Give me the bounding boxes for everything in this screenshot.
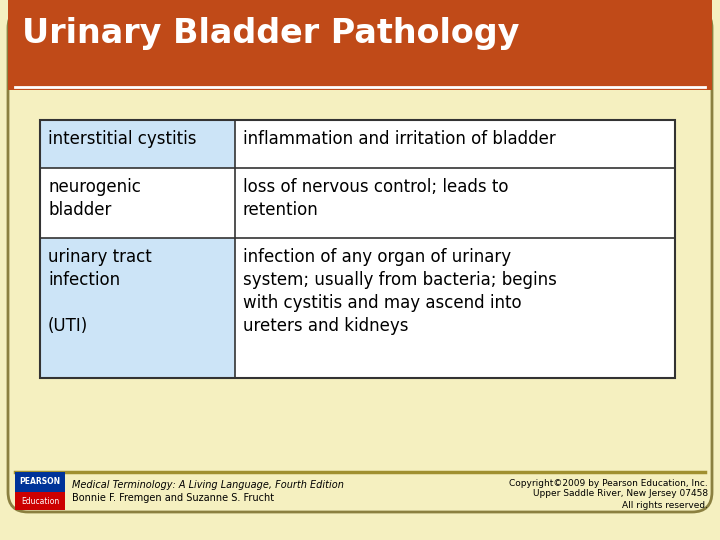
Bar: [40, 120, 235, 168]
FancyBboxPatch shape: [8, 8, 712, 512]
FancyBboxPatch shape: [8, 0, 712, 90]
Bar: [8, 65, 712, 90]
Text: Copyright©2009 by Pearson Education, Inc.: Copyright©2009 by Pearson Education, Inc…: [509, 478, 708, 488]
Text: infection of any organ of urinary
system; usually from bacteria; begins
with cys: infection of any organ of urinary system…: [243, 248, 557, 335]
Text: Medical Terminology: A Living Language, Fourth Edition: Medical Terminology: A Living Language, …: [72, 480, 344, 490]
Text: Urinary Bladder Pathology: Urinary Bladder Pathology: [22, 17, 519, 50]
Bar: [235, 120, 675, 168]
Bar: [235, 168, 675, 238]
Text: neurogenic
bladder: neurogenic bladder: [48, 178, 141, 219]
Text: Education: Education: [21, 496, 59, 505]
Text: All rights reserved.: All rights reserved.: [622, 501, 708, 510]
Text: loss of nervous control; leads to
retention: loss of nervous control; leads to retent…: [243, 178, 508, 219]
Text: Upper Saddle River, New Jersey 07458: Upper Saddle River, New Jersey 07458: [533, 489, 708, 498]
Text: interstitial cystitis: interstitial cystitis: [48, 130, 197, 148]
Bar: [15, 472, 65, 492]
Text: inflammation and irritation of bladder: inflammation and irritation of bladder: [243, 130, 556, 148]
Bar: [40, 238, 235, 378]
Bar: [235, 238, 675, 378]
Text: Bonnie F. Fremgen and Suzanne S. Frucht: Bonnie F. Fremgen and Suzanne S. Frucht: [72, 493, 274, 503]
Bar: [40, 120, 675, 378]
Bar: [15, 492, 65, 510]
Text: urinary tract
infection

(UTI): urinary tract infection (UTI): [48, 248, 152, 335]
Bar: [40, 168, 235, 238]
Text: PEARSON: PEARSON: [19, 477, 60, 487]
